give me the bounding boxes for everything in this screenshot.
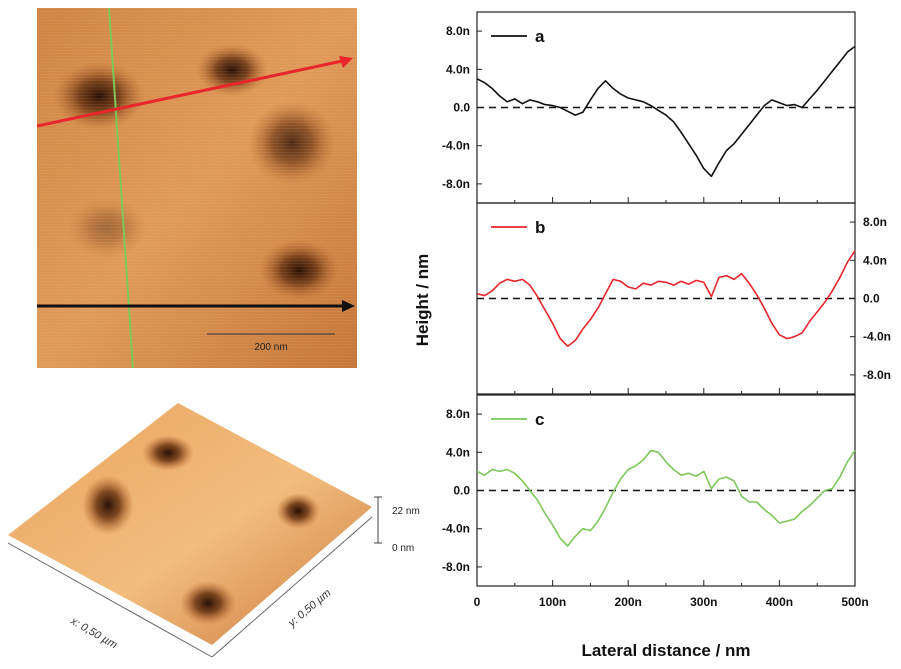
z-scale-bottom-label: 0 nm — [392, 543, 414, 554]
y-tick-label-c: -8.0n — [442, 560, 470, 574]
y-axis-line — [211, 516, 373, 658]
y-axis-title: Height / nm — [413, 254, 432, 347]
x-axis-label: x: 0,50 µm — [68, 615, 120, 652]
panel-frame-a — [476, 11, 856, 204]
x-axis-line — [7, 542, 213, 658]
x-tick-label: 400n — [766, 595, 793, 609]
series-line-a — [476, 45, 856, 178]
profile-line-c — [108, 8, 134, 368]
x-tick-label: 300n — [690, 595, 717, 609]
y-tick-label-b: 8.0n — [863, 215, 887, 229]
y-tick-label-a: -8.0n — [442, 177, 470, 191]
y-tick-label-b: 0.0 — [863, 292, 880, 306]
y-tick-label-c: 0.0 — [453, 484, 470, 498]
x-axis-title: Lateral distance / nm — [581, 641, 750, 660]
series-line-c — [476, 449, 856, 547]
profile-line-a — [37, 58, 348, 128]
y-tick-label-b: -8.0n — [863, 368, 891, 382]
y-tick-label-b: -4.0n — [863, 330, 891, 344]
height-profile-chart: 8.0n 4.0n 0.0 -4.0n -8.0n a 8.0n 4.0n 0.0 -4.0n -8… — [413, 11, 891, 660]
afm-3d-pit — [276, 493, 320, 529]
panel-frame-c — [476, 394, 856, 587]
y-tick-label-c: -4.0n — [442, 522, 470, 536]
y-tick-label-a: 4.0n — [446, 62, 470, 76]
y-tick-label-a: 0.0 — [453, 101, 470, 115]
series-line-b — [476, 250, 856, 348]
legend-label-c: c — [535, 410, 544, 429]
afm-3d-pit — [82, 475, 134, 535]
profile-arrow-a — [339, 56, 353, 68]
y-tick-label-b: 4.0n — [863, 253, 887, 267]
panel-frame-b — [476, 202, 856, 395]
scale-bar-label: 200 nm — [254, 342, 287, 353]
y-axis-label: y: 0,50 µm — [285, 587, 333, 630]
afm-3d-surface — [8, 403, 372, 645]
z-scale-top-label: 22 nm — [392, 506, 420, 517]
legend-label-a: a — [535, 27, 545, 46]
y-tick-label-c: 8.0n — [446, 407, 470, 421]
afm-height-image: 200 nm — [37, 8, 357, 368]
afm-3d-view: x: 0,50 µm y: 0,50 µm 22 nm 0 nm — [7, 403, 420, 658]
y-tick-label-a: -4.0n — [442, 139, 470, 153]
x-tick-label: 500n — [841, 595, 868, 609]
profile-arrow-b — [342, 300, 355, 312]
y-tick-label-c: 4.0n — [446, 445, 470, 459]
x-tick-label: 200n — [615, 595, 642, 609]
x-tick-label: 100n — [539, 595, 566, 609]
afm-3d-pit — [142, 435, 194, 471]
afm-3d-pit — [180, 581, 236, 625]
x-tick-label: 0 — [474, 595, 481, 609]
legend-label-b: b — [535, 218, 545, 237]
y-tick-label-a: 8.0n — [446, 24, 470, 38]
